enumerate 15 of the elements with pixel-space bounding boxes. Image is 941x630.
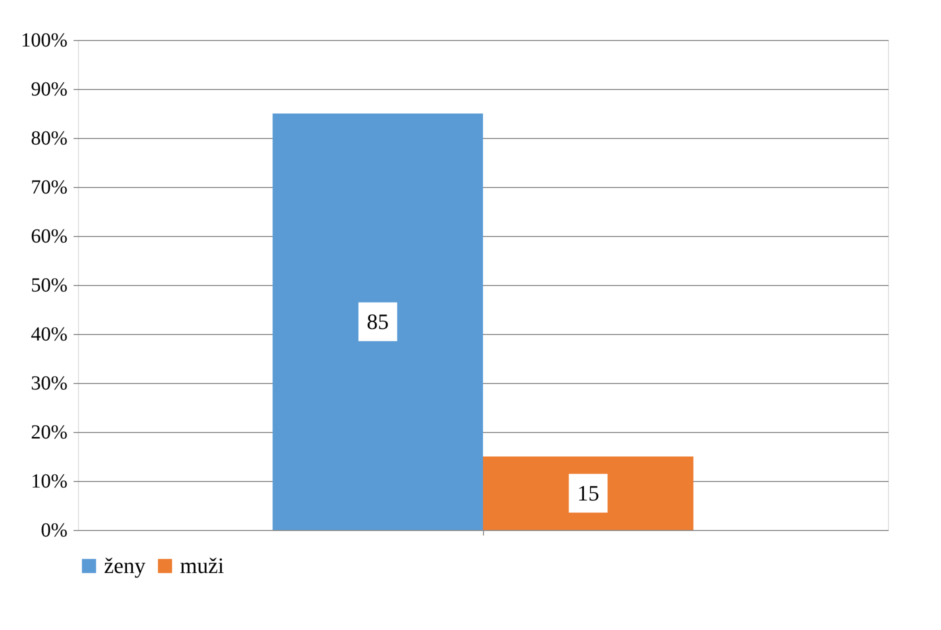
data-label: 15	[577, 480, 600, 506]
y-tick-label: 60%	[30, 226, 68, 248]
y-tick-label: 80%	[30, 128, 68, 150]
y-tick-label: 30%	[30, 372, 68, 394]
data-label: 85	[366, 308, 389, 334]
legend-label: ženy	[104, 553, 146, 578]
y-tick-label: 0%	[40, 520, 68, 542]
y-tick-label: 10%	[30, 470, 68, 492]
y-tick-label: 50%	[30, 274, 68, 296]
y-tick-label: 40%	[30, 324, 68, 346]
y-tick-label: 100%	[20, 30, 68, 52]
y-tick-label: 90%	[30, 78, 68, 100]
y-tick-label: 20%	[30, 422, 68, 444]
y-tick-label: 70%	[30, 176, 68, 198]
legend-label: muži	[180, 553, 224, 578]
